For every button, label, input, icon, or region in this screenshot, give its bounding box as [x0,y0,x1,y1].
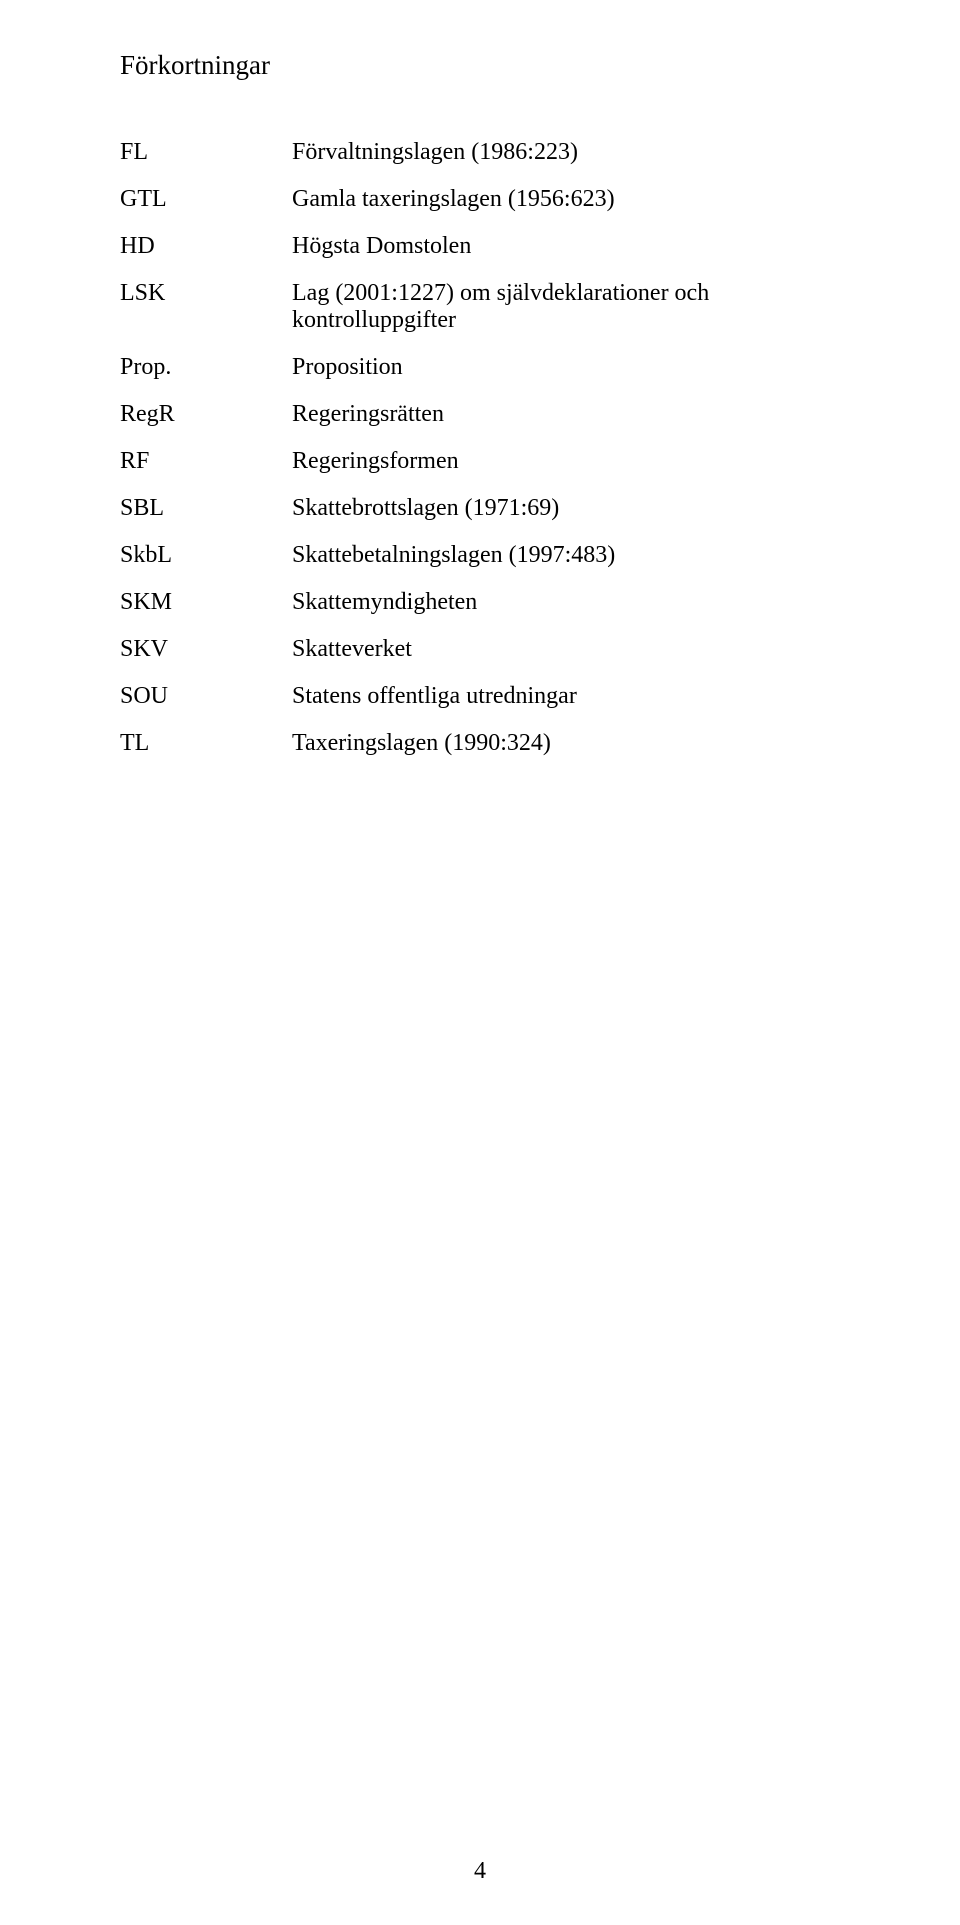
page-title: Förkortningar [120,50,860,81]
abbr-key: TL [120,730,292,757]
abbr-value: Proposition [292,354,860,381]
table-row: SKM Skattemyndigheten [120,589,860,616]
abbr-value: Taxeringslagen (1990:324) [292,730,860,757]
abbr-key: LSK [120,280,292,307]
abbr-value: Regeringsformen [292,448,860,475]
table-row: Prop. Proposition [120,354,860,381]
table-row: HD Högsta Domstolen [120,233,860,260]
table-row: RegR Regeringsrätten [120,401,860,428]
abbr-key: SBL [120,495,292,522]
abbr-value: Förvaltningslagen (1986:223) [292,139,860,166]
abbr-key: Prop. [120,354,292,381]
abbr-key: FL [120,139,292,166]
abbr-value: Skattebetalningslagen (1997:483) [292,542,860,569]
abbr-key: GTL [120,186,292,213]
table-row: LSK Lag (2001:1227) om självdeklaratione… [120,280,860,334]
abbr-key: HD [120,233,292,260]
table-row: SKV Skatteverket [120,636,860,663]
abbr-value: Skattebrottslagen (1971:69) [292,495,860,522]
table-row: RF Regeringsformen [120,448,860,475]
abbr-value: Skatteverket [292,636,860,663]
abbr-value: Gamla taxeringslagen (1956:623) [292,186,860,213]
table-row: FL Förvaltningslagen (1986:223) [120,139,860,166]
abbr-value: Regeringsrätten [292,401,860,428]
table-row: SOU Statens offentliga utredningar [120,683,860,710]
abbr-value: Statens offentliga utredningar [292,683,860,710]
table-row: GTL Gamla taxeringslagen (1956:623) [120,186,860,213]
abbr-key: RegR [120,401,292,428]
abbr-value: Lag (2001:1227) om självdeklarationer oc… [292,280,860,334]
abbr-key: SOU [120,683,292,710]
abbr-key: SKM [120,589,292,616]
table-row: SBL Skattebrottslagen (1971:69) [120,495,860,522]
page-number: 4 [474,1858,486,1885]
abbreviation-table: FL Förvaltningslagen (1986:223) GTL Gaml… [120,139,860,757]
abbr-value: Skattemyndigheten [292,589,860,616]
abbr-value: Högsta Domstolen [292,233,860,260]
abbr-key: SKV [120,636,292,663]
abbr-key: RF [120,448,292,475]
table-row: TL Taxeringslagen (1990:324) [120,730,860,757]
table-row: SkbL Skattebetalningslagen (1997:483) [120,542,860,569]
abbr-key: SkbL [120,542,292,569]
